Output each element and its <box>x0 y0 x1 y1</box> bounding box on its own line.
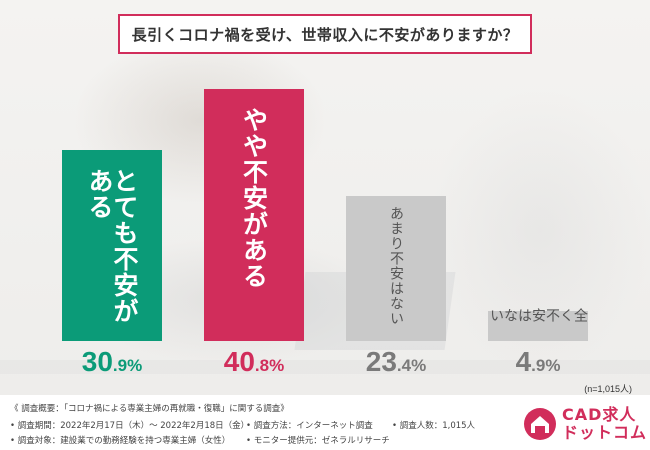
background-desk <box>0 360 650 374</box>
bar-label-1: とても不安がある <box>85 168 139 324</box>
value-label-decimal: .4% <box>396 356 427 375</box>
house-logo-icon <box>524 408 556 440</box>
value-label-number: 40 <box>223 346 255 377</box>
brand-logo-line2: ドットコム <box>562 423 648 442</box>
survey-target: • 調査対象：建設業での勤務経験を持つ専業主婦（女性） <box>10 436 231 446</box>
bar-label-3: あまり不安はない <box>388 206 404 326</box>
bar-4: 全く不安はない <box>488 308 588 341</box>
bar-label-4: 全く不安はない <box>488 308 588 323</box>
value-label-4: 4.9% <box>478 346 598 378</box>
survey-period: • 調査期間：2022年2月17日（木）～ 2022年2月18日（金） <box>10 421 250 431</box>
value-label-2: 40.8% <box>194 346 314 378</box>
bar-1: とても不安がある <box>62 150 162 341</box>
value-label-1: 30.9% <box>52 346 172 378</box>
brand-logo: CAD求人 ドットコム <box>562 406 647 442</box>
survey-summary-heading: 《 調査概要：「コロナ禍による専業主婦の再就職・復職」に関する調査》 <box>10 404 289 414</box>
survey-provider: • モニター提供元：ゼネラルリサーチ <box>246 436 390 446</box>
value-label-number: 4 <box>515 346 532 377</box>
bar-3: あまり不安はない <box>346 196 446 341</box>
value-label-decimal: .8% <box>254 356 285 375</box>
value-label-decimal: .9% <box>112 356 143 375</box>
value-label-3: 23.4% <box>336 346 456 378</box>
brand-logo-line1: CAD求人 <box>562 405 637 424</box>
survey-method: • 調査方法：インターネット調査 <box>246 421 373 431</box>
chart-title: 長引くコロナ禍を受け、世帯収入に不安がありますか？ <box>118 14 532 54</box>
value-label-decimal: .9% <box>531 356 561 375</box>
value-label-number: 23 <box>365 346 397 377</box>
value-label-number: 30 <box>81 346 113 377</box>
survey-count: • 調査人数：1,015人 <box>392 421 476 431</box>
sample-size-note: (n=1,015人) <box>584 384 632 394</box>
bar-2: やや不安がある <box>204 89 304 341</box>
bar-label-2: やや不安がある <box>239 107 269 289</box>
